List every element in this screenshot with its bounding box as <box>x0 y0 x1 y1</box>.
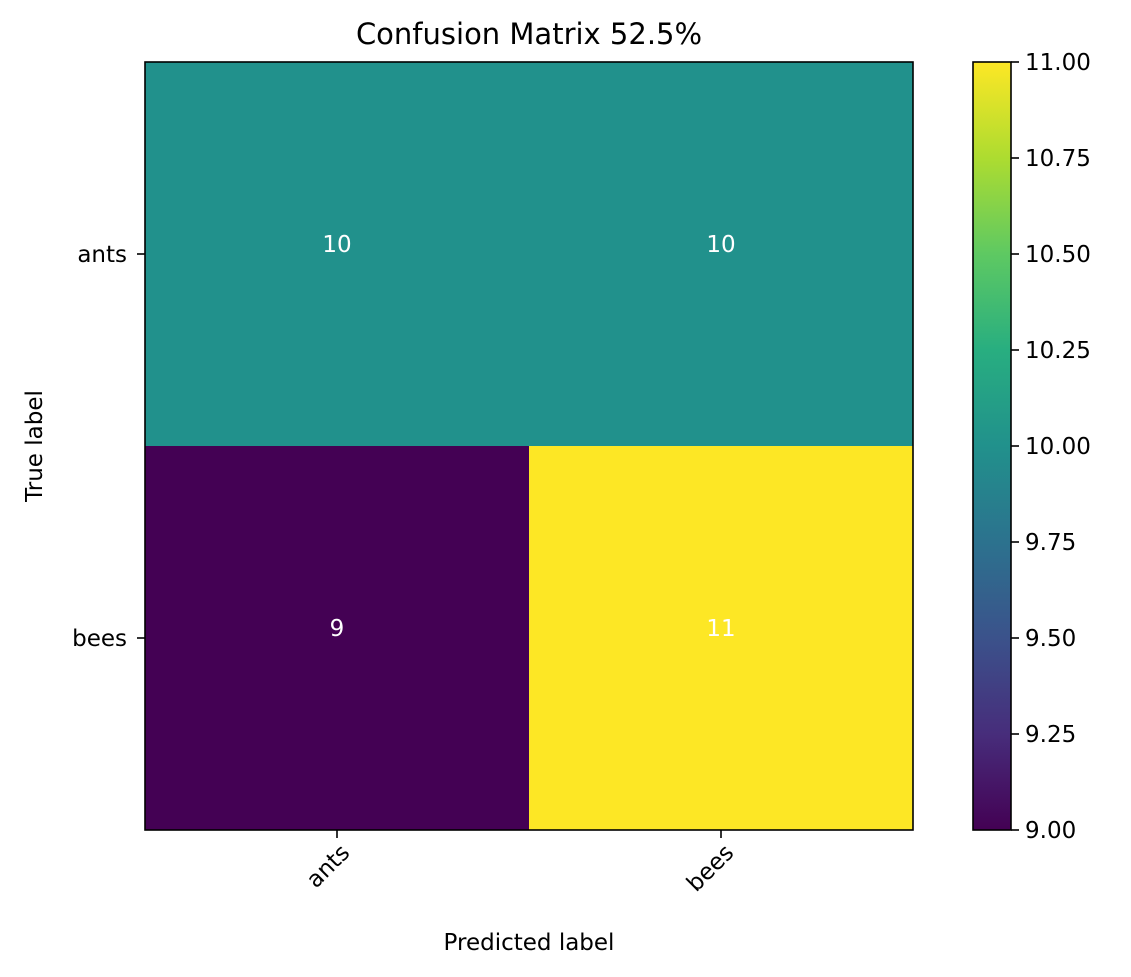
colorbar-tick-label: 9.50 <box>1025 626 1076 652</box>
heatmap-cells <box>145 62 913 830</box>
heatmap-cell <box>145 62 529 446</box>
colorbar-tick-label: 11.00 <box>1025 50 1091 76</box>
cell-value-label: 11 <box>706 616 735 642</box>
y-axis-label: True label <box>22 390 48 503</box>
colorbar-tick-label: 10.25 <box>1025 338 1091 364</box>
colorbar-tick-label: 9.25 <box>1025 722 1076 748</box>
cell-value-label: 10 <box>322 232 351 258</box>
plot-frame <box>144 61 914 831</box>
colorbar-tick-label: 10.50 <box>1025 242 1091 268</box>
colorbar-tick-label: 9.75 <box>1025 530 1076 556</box>
colorbar-ticks: 9.00 9.25 9.50 9.75 10.00 10.25 10.50 10.75 11.0… <box>1011 50 1091 844</box>
x-tick-label: ants <box>302 840 356 894</box>
colorbar-tick-label: 9.00 <box>1025 818 1076 844</box>
cell-value-label: 10 <box>706 232 735 258</box>
heatmap-cell <box>529 62 913 446</box>
cell-value-labels: 10 10 9 11 <box>322 232 735 642</box>
y-tick-label: ants <box>77 242 127 268</box>
colorbar-tick-label: 10.00 <box>1025 434 1091 460</box>
y-tick-label: bees <box>72 626 127 652</box>
colorbar-tick-label: 10.75 <box>1025 146 1091 172</box>
colorbar <box>972 61 1012 831</box>
cell-value-label: 9 <box>330 616 345 642</box>
chart-title: Confusion Matrix 52.5% <box>356 17 702 51</box>
heatmap-cell <box>145 446 529 830</box>
x-axis-label: Predicted label <box>444 930 615 956</box>
heatmap-cell <box>529 446 913 830</box>
y-axis-ticks: ants bees <box>72 242 145 652</box>
x-tick-label: bees <box>682 840 739 897</box>
x-axis-ticks: ants bees <box>302 830 739 897</box>
